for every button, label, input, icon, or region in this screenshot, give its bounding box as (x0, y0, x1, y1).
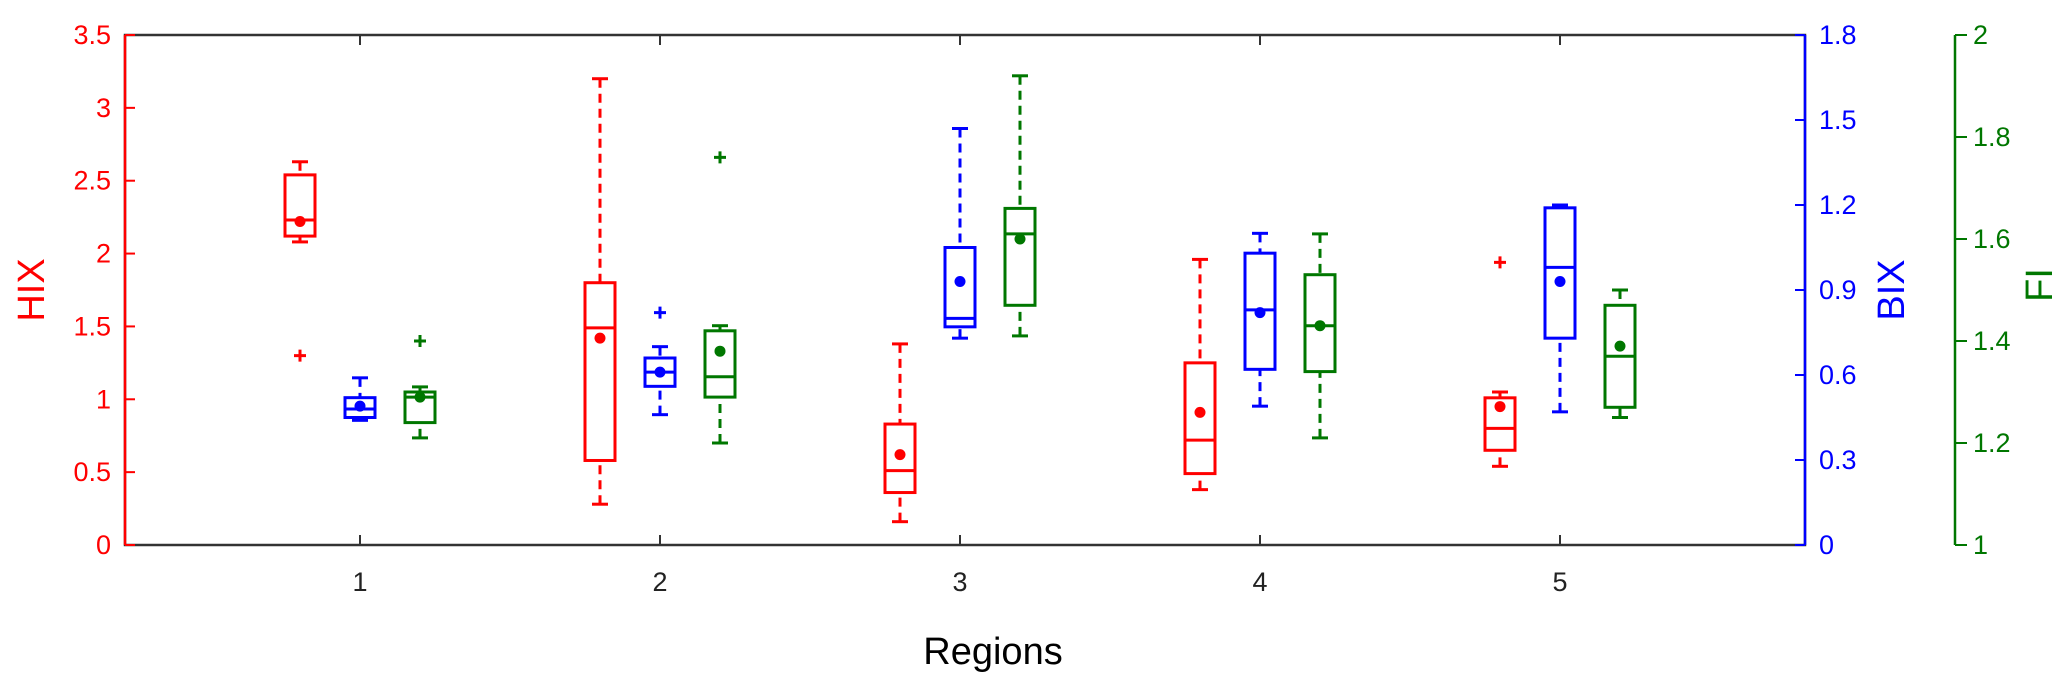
bix-tick-label: 1.2 (1819, 190, 1857, 220)
hix-box-3 (883, 342, 917, 524)
iqr-box (943, 246, 977, 329)
hix-box-1 (283, 160, 317, 362)
mean-marker (1194, 406, 1206, 418)
bix-box-4 (1243, 231, 1277, 408)
mean-marker (654, 366, 666, 378)
fi-tick-label: 1.6 (1973, 224, 2011, 254)
outlier-marker (654, 306, 666, 319)
hix-tick-label: 3.5 (73, 20, 111, 50)
hix-box-2 (583, 77, 617, 506)
fi-box-2 (703, 151, 737, 445)
fi-axis-label: FI (2019, 268, 2061, 302)
outlier-marker (1494, 256, 1506, 269)
mean-marker (1554, 276, 1566, 287)
mean-marker (1314, 320, 1326, 332)
fi-tick-label: 1.2 (1973, 428, 2011, 458)
x-tick-label: 1 (352, 567, 367, 597)
hix-tick-label: 1.5 (73, 311, 111, 341)
fi-box-4 (1303, 232, 1337, 440)
hix-box-4 (1183, 257, 1217, 492)
x-tick-label: 5 (1552, 567, 1567, 597)
bix-axis-label: BIX (1871, 259, 1913, 320)
bix-tick-label: 1.8 (1819, 20, 1857, 50)
mean-marker (414, 391, 426, 403)
hix-tick-label: 1 (96, 384, 111, 414)
fi-series (403, 74, 1637, 445)
bix-tick-label: 0.9 (1819, 275, 1857, 305)
iqr-box (1483, 396, 1517, 452)
bix-tick-label: 0.6 (1819, 360, 1857, 390)
hix-tick-label: 0 (96, 530, 111, 560)
fi-box-5 (1603, 288, 1637, 419)
x-tick-label: 4 (1252, 567, 1267, 597)
hix-tick-label: 2.5 (73, 166, 111, 196)
hix-axis-label: HIX (11, 258, 53, 321)
iqr-box (1543, 206, 1577, 340)
iqr-box (1303, 273, 1337, 374)
mean-marker (294, 216, 306, 228)
hix-tick-label: 2 (96, 239, 111, 269)
iqr-box (1003, 206, 1037, 307)
mean-marker (954, 276, 966, 287)
hix-tick-label: 0.5 (73, 457, 111, 487)
fi-box-1 (403, 335, 437, 440)
mean-marker (1014, 233, 1026, 245)
iqr-box (1183, 361, 1217, 476)
iqr-box (583, 281, 617, 462)
bix-box-1 (343, 376, 377, 422)
x-axis-label: Regions (923, 631, 1062, 673)
hix-tick-label: 3 (96, 93, 111, 123)
mean-marker (1614, 340, 1626, 352)
bix-box-3 (943, 127, 977, 340)
bix-tick-label: 0 (1819, 530, 1834, 560)
fi-tick-label: 1.4 (1973, 326, 2011, 356)
iqr-box (283, 173, 317, 238)
outlier-marker (414, 335, 426, 347)
fi-tick-label: 2 (1973, 20, 1988, 50)
bix-tick-label: 1.5 (1819, 105, 1857, 135)
bix-series (343, 127, 1577, 422)
fi-tick-label: 1.8 (1973, 122, 2011, 152)
mean-marker (1494, 401, 1506, 413)
iqr-box (883, 422, 917, 495)
hix-series (283, 77, 1517, 524)
fi-box-3 (1003, 74, 1037, 338)
fi-tick-label: 1 (1973, 530, 1988, 560)
hix-box-5 (1483, 256, 1517, 468)
bix-tick-label: 0.3 (1819, 445, 1857, 475)
mean-marker (714, 345, 726, 357)
iqr-box (703, 329, 737, 399)
chart-marks: 0 0.5 1 1.5 2 2.5 3 3.5 0 0.3 0.6 0.9 1.2 1.5 1.8 1 1.2 1… (73, 20, 2010, 597)
bix-box-2 (643, 306, 677, 417)
mean-marker (1254, 307, 1266, 319)
outlier-marker (294, 349, 306, 362)
outlier-marker (714, 151, 726, 164)
mean-marker (354, 400, 366, 412)
plot-area (123, 33, 1807, 547)
mean-marker (894, 449, 906, 461)
bix-box-5 (1543, 203, 1577, 414)
mean-marker (594, 332, 606, 344)
x-tick-label: 2 (652, 567, 667, 597)
x-tick-label: 3 (952, 567, 967, 597)
